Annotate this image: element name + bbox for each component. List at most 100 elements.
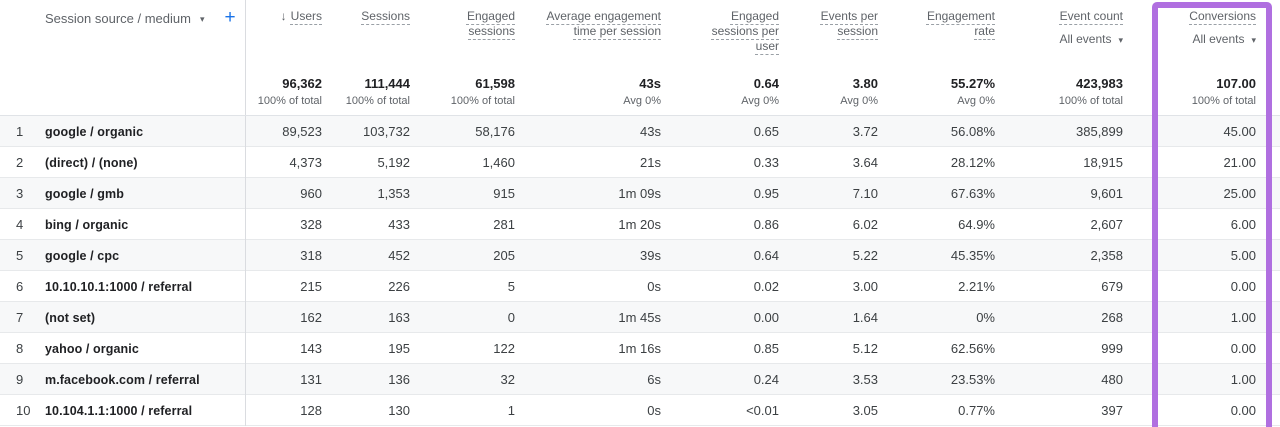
cell-sessions: 226 (388, 278, 410, 294)
cell-event-count: 268 (1101, 309, 1123, 325)
dimension-selector[interactable]: Session source / medium (45, 11, 191, 26)
column-label-conversions[interactable]: Conversions (1189, 9, 1256, 23)
cell-users: 128 (300, 402, 322, 418)
row-number: 5 (16, 247, 24, 263)
column-label-sessions[interactable]: Sessions (361, 9, 410, 23)
cell-avg-engagement-time: 0s (647, 402, 661, 418)
conversions-filter-dropdown[interactable]: All events ▾ (1192, 32, 1256, 46)
row-number: 9 (16, 371, 24, 387)
dimension-cell: 9 m.facebook.com / referral (0, 363, 246, 395)
cell-users: 215 (300, 278, 322, 294)
dimension-cell: 7 (not set) (0, 301, 246, 333)
column-header-engagement-rate: Engagement rate 55.27% Avg 0% (902, 0, 1019, 116)
cell-conversions: 21.00 (1223, 154, 1256, 170)
column-label-avg-engagement-time[interactable]: Average engagement time per session (546, 9, 661, 38)
total-events-per-session: 3.80 (852, 76, 878, 91)
cell-event-count: 480 (1101, 371, 1123, 387)
total-engagement-rate-sub: Avg 0% (957, 95, 995, 107)
total-avg-engagement-time-sub: Avg 0% (623, 95, 661, 107)
cell-events-per-session: 3.05 (852, 402, 878, 418)
sort-descending-icon[interactable]: ↓ (280, 9, 287, 23)
cell-engagement-rate: 23.53% (950, 371, 995, 387)
cell-event-count: 2,358 (1090, 247, 1123, 263)
cell-sessions: 452 (388, 247, 410, 263)
cell-events-per-session: 3.64 (852, 154, 878, 170)
column-label-event-count[interactable]: Event count (1059, 9, 1123, 23)
table-row: 9 m.facebook.com / referral 131 136 32 6s… (0, 363, 1280, 395)
cell-events-per-session: 7.10 (852, 185, 878, 201)
cell-engagement-rate: 28.12% (950, 154, 995, 170)
cell-sessions: 103,732 (363, 123, 410, 139)
chevron-down-icon[interactable]: ▾ (199, 14, 205, 24)
column-label-engagement-rate[interactable]: Engagement rate (926, 9, 995, 38)
event-count-filter-label: All events (1059, 32, 1112, 46)
dimension-cell: 8 yahoo / organic (0, 332, 246, 364)
table-row: 4 bing / organic 328 433 281 1m 20s 0.86 … (0, 208, 1280, 240)
dimension-value: google / gmb (45, 186, 124, 201)
cell-engaged-sessions: 1,460 (482, 154, 515, 170)
total-event-count: 423,983 (1076, 76, 1123, 91)
total-sessions: 111,444 (364, 76, 410, 91)
dimension-cell: 6 10.10.10.1:1000 / referral (0, 270, 246, 302)
cell-events-per-session: 5.22 (852, 247, 878, 263)
cell-engaged-sessions-per-user: 0.95 (753, 185, 779, 201)
cell-conversions: 0.00 (1230, 340, 1256, 356)
cell-sessions: 195 (388, 340, 410, 356)
cell-engagement-rate: 67.63% (950, 185, 995, 201)
dimension-cell: 2 (direct) / (none) (0, 146, 246, 178)
event-count-filter-dropdown[interactable]: All events ▾ (1059, 32, 1123, 46)
column-header-events-per-session: Events per session 3.80 Avg 0% (803, 0, 902, 116)
cell-engagement-rate: 45.35% (950, 247, 995, 263)
total-conversions-sub: 100% of total (1191, 95, 1256, 107)
cell-events-per-session: 3.72 (852, 123, 878, 139)
cell-sessions: 5,192 (377, 154, 410, 170)
column-label-users[interactable]: Users (290, 9, 322, 23)
cell-engaged-sessions: 122 (493, 340, 515, 356)
row-number: 10 (16, 402, 31, 418)
total-conversions: 107.00 (1216, 76, 1256, 91)
dimension-value: (not set) (45, 310, 96, 325)
cell-avg-engagement-time: 43s (640, 123, 661, 139)
cell-engaged-sessions: 58,176 (475, 123, 515, 139)
cell-conversions: 6.00 (1230, 216, 1256, 232)
total-sessions-sub: 100% of total (345, 95, 410, 107)
total-engaged-sessions-per-user-sub: Avg 0% (741, 95, 779, 107)
cell-avg-engagement-time: 39s (640, 247, 661, 263)
cell-avg-engagement-time: 1m 16s (618, 340, 661, 356)
row-number: 2 (16, 154, 24, 170)
column-header-sessions: Sessions 111,444 100% of total (346, 0, 434, 116)
column-header-engaged-sessions: Engaged sessions 61,598 100% of total (434, 0, 539, 116)
column-label-engaged-sessions-per-user[interactable]: Engaged sessions per user (711, 9, 779, 53)
conversions-filter-label: All events (1192, 32, 1245, 46)
cell-engaged-sessions-per-user: 0.86 (753, 216, 779, 232)
dimension-cell: 4 bing / organic (0, 208, 246, 240)
cell-events-per-session: 1.64 (852, 309, 878, 325)
column-label-events-per-session[interactable]: Events per session (820, 9, 878, 38)
cell-avg-engagement-time: 1m 09s (618, 185, 661, 201)
cell-engaged-sessions-per-user: 0.33 (753, 154, 779, 170)
cell-engaged-sessions: 281 (493, 216, 515, 232)
cell-sessions: 136 (388, 371, 410, 387)
cell-users: 143 (300, 340, 322, 356)
cell-event-count: 679 (1101, 278, 1123, 294)
column-header-avg-engagement-time: Average engagement time per session 43s A… (539, 0, 685, 116)
column-header-event-count: Event count All events ▾ 423,983 100% of t… (1019, 0, 1147, 116)
cell-engaged-sessions: 5 (507, 278, 515, 294)
cell-sessions: 130 (388, 402, 410, 418)
cell-users: 960 (300, 185, 322, 201)
add-dimension-button[interactable]: + (224, 7, 236, 28)
total-events-per-session-sub: Avg 0% (840, 95, 878, 107)
column-label-engaged-sessions[interactable]: Engaged sessions (466, 9, 515, 38)
table-header-row: Session source / medium ▾ + ↓ Users 96,36… (0, 0, 1280, 116)
column-header-conversions: Conversions All events ▾ 107.00 100% of to… (1147, 0, 1280, 116)
table-row: 1 google / organic 89,523 103,732 58,176 … (0, 115, 1280, 147)
row-number: 4 (16, 216, 24, 232)
dimension-cell: 10 10.104.1.1:1000 / referral (0, 394, 246, 426)
cell-engagement-rate: 56.08% (950, 123, 995, 139)
cell-users: 328 (300, 216, 322, 232)
cell-conversions: 0.00 (1230, 402, 1256, 418)
cell-sessions: 433 (388, 216, 410, 232)
total-avg-engagement-time: 43s (639, 76, 661, 91)
